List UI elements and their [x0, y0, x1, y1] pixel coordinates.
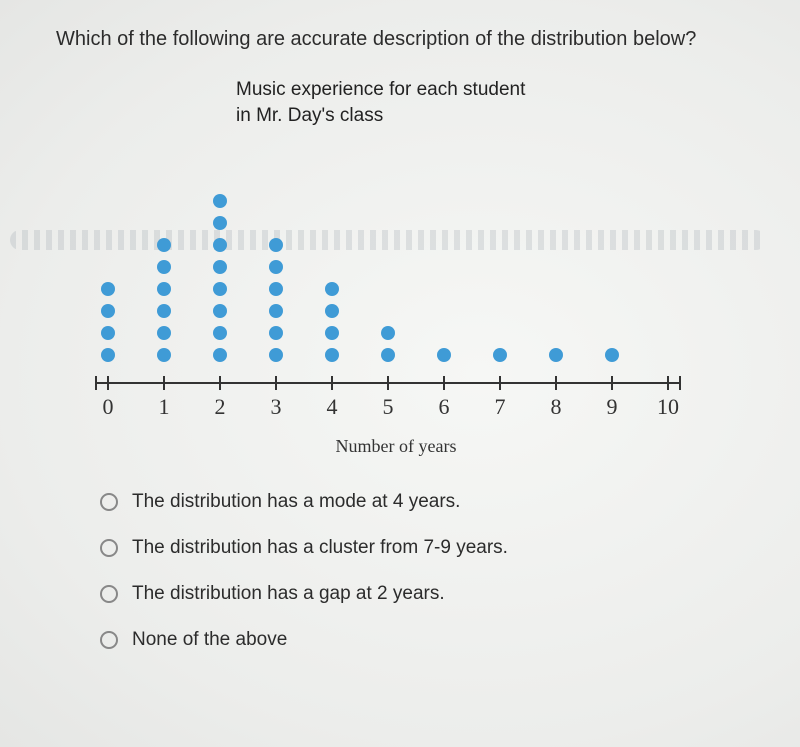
data-dot [101, 282, 115, 296]
data-dot [213, 260, 227, 274]
axis-tick [275, 376, 277, 390]
data-dot [269, 282, 283, 296]
chart-title-line2: in Mr. Day's class [236, 105, 383, 126]
option-label: None of the above [132, 629, 287, 651]
radio-icon [100, 585, 118, 603]
x-axis-title: Number of years [66, 436, 726, 457]
chart-title: Music experience for each student in Mr.… [236, 77, 760, 128]
option-label: The distribution has a mode at 4 years. [132, 491, 460, 513]
data-dot [269, 260, 283, 274]
data-dot [381, 348, 395, 362]
data-dot [157, 238, 171, 252]
data-dot [213, 282, 227, 296]
data-dot [269, 304, 283, 318]
radio-icon [100, 493, 118, 511]
data-dot [381, 326, 395, 340]
axis-tick [667, 376, 669, 390]
axis-tick-label: 1 [159, 394, 170, 420]
axis-tick [331, 376, 333, 390]
data-dot [213, 304, 227, 318]
data-dot [213, 348, 227, 362]
axis-tick-label: 0 [103, 394, 114, 420]
data-dot [157, 282, 171, 296]
axis-tick-label: 3 [271, 394, 282, 420]
data-dot [269, 348, 283, 362]
axis-tick [219, 376, 221, 390]
data-dot [325, 348, 339, 362]
chart-title-line1: Music experience for each student [236, 79, 525, 100]
data-dot [269, 238, 283, 252]
data-dot [325, 282, 339, 296]
answer-options: The distribution has a mode at 4 years. T… [100, 491, 760, 651]
plot-area [66, 138, 726, 368]
data-dot [325, 326, 339, 340]
axis-tick-label: 2 [215, 394, 226, 420]
axis-tick [611, 376, 613, 390]
data-dot [549, 348, 563, 362]
axis-tick-label: 4 [327, 394, 338, 420]
axis-end-tick [679, 376, 681, 390]
dot-container [66, 138, 726, 368]
data-dot [157, 260, 171, 274]
axis-tick-label: 7 [495, 394, 506, 420]
axis-tick-label: 10 [657, 394, 679, 420]
option-label: The distribution has a gap at 2 years. [132, 583, 445, 605]
answer-option[interactable]: None of the above [100, 629, 760, 651]
data-dot [157, 326, 171, 340]
axis-tick [555, 376, 557, 390]
data-dot [213, 216, 227, 230]
data-dot [157, 304, 171, 318]
answer-option[interactable]: The distribution has a mode at 4 years. [100, 491, 760, 513]
axis-tick [163, 376, 165, 390]
data-dot [101, 348, 115, 362]
axis-tick [387, 376, 389, 390]
data-dot [605, 348, 619, 362]
data-dot [213, 194, 227, 208]
data-dot [101, 304, 115, 318]
answer-option[interactable]: The distribution has a cluster from 7-9 … [100, 537, 760, 559]
data-dot [437, 348, 451, 362]
axis-tick-label: 5 [383, 394, 394, 420]
axis-tick-label: 6 [439, 394, 450, 420]
axis-tick [443, 376, 445, 390]
dotplot-chart: Music experience for each student in Mr.… [66, 77, 760, 457]
axis-tick [107, 376, 109, 390]
axis-end-tick [95, 376, 97, 390]
data-dot [269, 326, 283, 340]
axis-tick-label: 8 [551, 394, 562, 420]
data-dot [325, 304, 339, 318]
data-dot [101, 326, 115, 340]
axis-tick-label: 9 [607, 394, 618, 420]
data-dot [213, 238, 227, 252]
data-dot [213, 326, 227, 340]
data-dot [157, 348, 171, 362]
x-axis: 0 1 2 3 4 5 6 7 8 9 10 [66, 374, 726, 424]
radio-icon [100, 539, 118, 557]
answer-option[interactable]: The distribution has a gap at 2 years. [100, 583, 760, 605]
option-label: The distribution has a cluster from 7-9 … [132, 537, 508, 559]
question-text: Which of the following are accurate desc… [56, 28, 760, 51]
data-dot [493, 348, 507, 362]
axis-tick [499, 376, 501, 390]
radio-icon [100, 631, 118, 649]
